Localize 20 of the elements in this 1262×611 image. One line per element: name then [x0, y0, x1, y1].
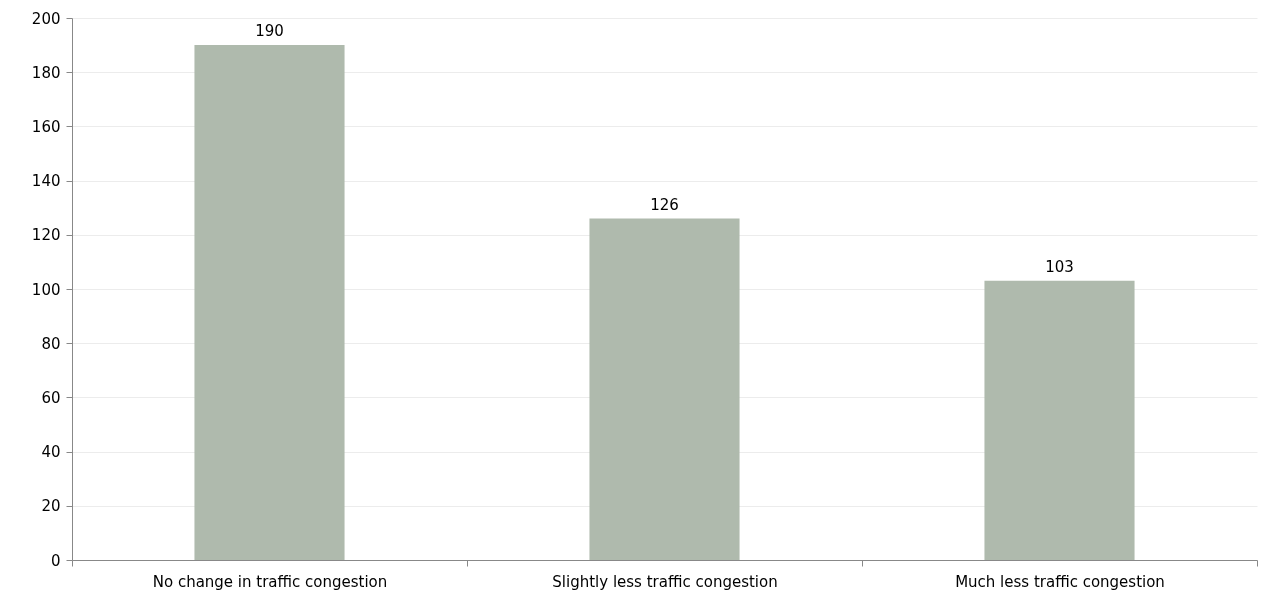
y-tick-label: 160	[31, 117, 61, 136]
x-tick-label: Much less traffic congestion	[955, 572, 1165, 591]
y-tick-label: 200	[31, 9, 61, 28]
data-label: 190	[255, 22, 284, 41]
x-tick-label: Slightly less traffic congestion	[552, 572, 778, 591]
y-tick-label: 20	[41, 497, 61, 516]
bar	[589, 218, 740, 560]
x-tick-label: No change in traffic congestion	[152, 572, 388, 591]
data-label: 103	[1045, 257, 1074, 276]
y-tick-label: 120	[31, 226, 61, 245]
bar	[194, 45, 345, 560]
y-tick-label: 100	[31, 280, 61, 299]
y-tick-label: 60	[41, 388, 61, 407]
y-tick-label: 0	[50, 551, 61, 570]
bar	[984, 280, 1135, 560]
y-tick-label: 140	[31, 172, 61, 191]
y-tick-label: 40	[41, 443, 61, 462]
y-tick-label: 80	[41, 334, 61, 353]
y-tick-label: 180	[31, 63, 61, 82]
data-label: 126	[650, 195, 679, 214]
